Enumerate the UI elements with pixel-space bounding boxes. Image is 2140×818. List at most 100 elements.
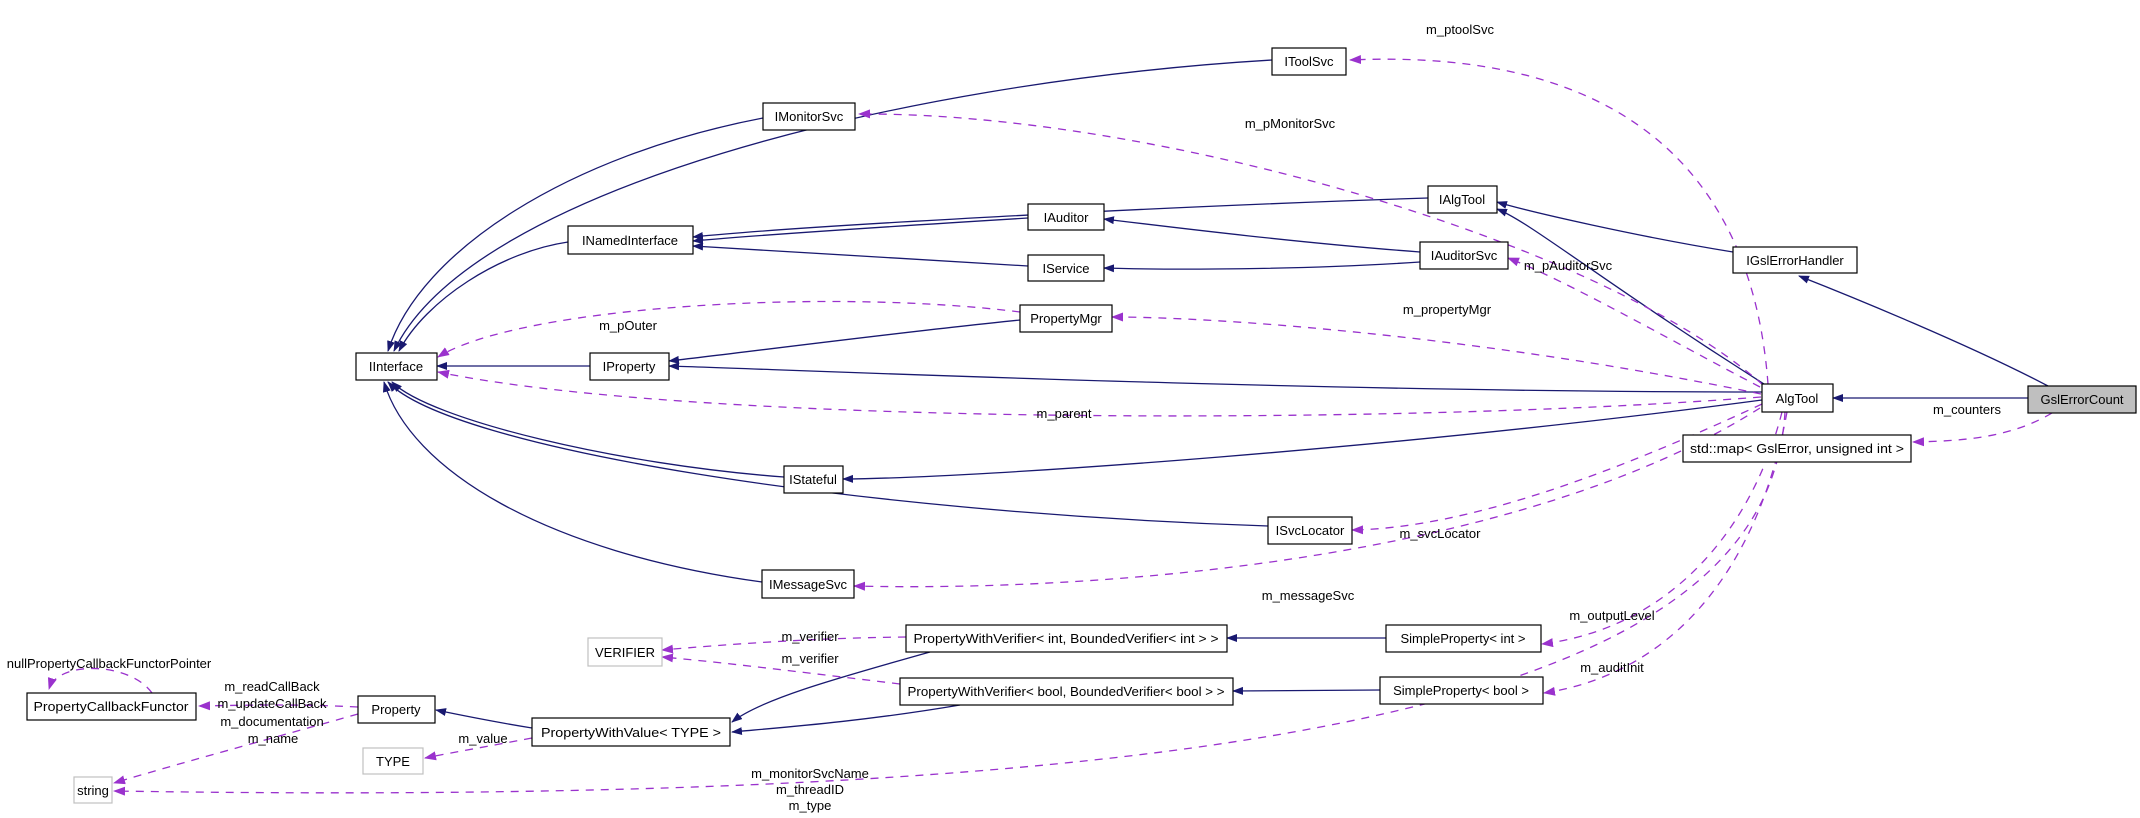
edge-label-m-updatecallback: m_updateCallBack xyxy=(217,696,327,711)
node-inamedinterface[interactable]: INamedInterface xyxy=(567,225,694,255)
edge-m-verifier-bool xyxy=(661,653,901,685)
edge-pwvtype-to-property xyxy=(435,708,533,729)
node-gslerrorcount[interactable]: GslErrorCount xyxy=(2027,385,2137,414)
edge-inamedinterface-to-iinterface xyxy=(398,241,569,352)
edge-label-m-propertymgr: m_propertyMgr xyxy=(1403,302,1492,317)
node-ialgtool[interactable]: IAlgTool xyxy=(1427,185,1498,214)
edge-m-pouter xyxy=(437,300,1021,358)
edge-algtool-to-iproperty xyxy=(668,362,1763,393)
svg-text:IProperty: IProperty xyxy=(603,359,656,374)
edge-m-verifier-int xyxy=(661,636,907,654)
edge-label-m-name: m_name xyxy=(248,731,299,746)
svg-text:PropertyWithVerifier< int, Bou: PropertyWithVerifier< int, BoundedVerifi… xyxy=(914,631,1219,646)
svg-text:INamedInterface: INamedInterface xyxy=(582,233,678,248)
edge-propertymgr-to-iproperty xyxy=(668,319,1021,364)
node-isvclocator[interactable]: ISvcLocator xyxy=(1267,516,1353,545)
node-simpleproperty-bool[interactable]: SimpleProperty< bool > xyxy=(1379,676,1544,705)
svg-text:GslErrorCount: GslErrorCount xyxy=(2040,392,2123,407)
node-algtool[interactable]: AlgTool xyxy=(1761,383,1834,413)
node-propertymgr[interactable]: PropertyMgr xyxy=(1019,304,1113,333)
edge-iauditorsvc-to-iauditor xyxy=(1103,216,1421,253)
node-iservice[interactable]: IService xyxy=(1027,254,1105,282)
node-propertycallbackfunctor[interactable]: PropertyCallbackFunctor xyxy=(26,692,197,721)
node-iauditor[interactable]: IAuditor xyxy=(1027,203,1105,231)
node-stdmap-gslerror[interactable]: std::map< GslError, unsigned int > xyxy=(1682,434,1912,463)
node-itoolsvc[interactable]: IToolSvc xyxy=(1271,47,1347,76)
edge-label-m-parent: m_parent xyxy=(1037,406,1092,421)
edge-ialgtool-to-inamedinterface xyxy=(692,197,1429,240)
svg-text:IToolSvc: IToolSvc xyxy=(1284,54,1334,69)
edge-label-m-monitorsvcname: m_monitorSvcName xyxy=(751,766,869,781)
edge-m-callbacks xyxy=(198,701,359,711)
edge-label-m-ptoolsvc: m_ptoolSvc xyxy=(1426,22,1494,37)
node-iproperty[interactable]: IProperty xyxy=(589,352,670,381)
edge-m-documentation-name xyxy=(113,713,359,785)
node-propertywithverifier-int[interactable]: PropertyWithVerifier< int, BoundedVerifi… xyxy=(905,624,1228,653)
edge-pwvbool-to-pwvtype xyxy=(731,704,961,736)
edge-label-m-value: m_value xyxy=(458,731,507,746)
edge-label-m-counters: m_counters xyxy=(1933,402,2001,417)
node-verifier[interactable]: VERIFIER xyxy=(587,637,663,667)
edge-isvclocator-to-iinterface xyxy=(387,381,1269,527)
edge-pwvint-to-pwvtype xyxy=(731,651,931,723)
edge-label-m-type: m_type xyxy=(789,798,832,813)
edge-m-svclocator xyxy=(1351,403,1763,535)
node-propertywithverifier-bool[interactable]: PropertyWithVerifier< bool, BoundedVerif… xyxy=(899,677,1234,706)
svg-text:PropertyMgr: PropertyMgr xyxy=(1030,311,1102,326)
usage-edges xyxy=(47,55,2053,796)
node-propertywithvalue-type[interactable]: PropertyWithValue< TYPE > xyxy=(531,717,731,747)
edge-label-m-auditinit: m_auditInit xyxy=(1580,660,1644,675)
node-igslerrorhandler[interactable]: IGslErrorHandler xyxy=(1732,246,1858,274)
edge-label-m-readcallback: m_readCallBack xyxy=(224,679,320,694)
edge-iauditor-to-inamedinterface xyxy=(692,217,1029,245)
edge-iauditorsvc-to-iservice xyxy=(1103,261,1421,273)
svg-text:IStateful: IStateful xyxy=(789,472,837,487)
svg-text:SimpleProperty< int >: SimpleProperty< int > xyxy=(1400,631,1525,646)
node-simpleproperty-int[interactable]: SimpleProperty< int > xyxy=(1385,624,1542,653)
edge-m-propertymgr xyxy=(1111,312,1762,395)
edge-algtool-to-ialgtool xyxy=(1496,208,1765,385)
node-imessagesvc[interactable]: IMessageSvc xyxy=(761,569,855,599)
node-string[interactable]: string xyxy=(73,776,113,804)
edge-m-counters xyxy=(1912,412,2053,447)
edge-label-null-functor-pointer: nullPropertyCallbackFunctorPointer xyxy=(7,656,212,671)
edge-itoolsvc-to-iinterface xyxy=(393,59,1273,352)
edge-null-functor-self-loop xyxy=(47,667,153,694)
svg-text:IMonitorSvc: IMonitorSvc xyxy=(775,109,844,124)
svg-text:TYPE: TYPE xyxy=(376,754,410,769)
edge-label-m-svclocator: m_svcLocator xyxy=(1400,526,1482,541)
svg-text:IAuditorSvc: IAuditorSvc xyxy=(1431,248,1498,263)
edge-label-m-pmonitorsvc: m_pMonitorSvc xyxy=(1245,116,1336,131)
svg-text:PropertyWithVerifier< bool, Bo: PropertyWithVerifier< bool, BoundedVerif… xyxy=(908,684,1225,699)
class-nodes: IToolSvc IMonitorSvc IAlgTool IAuditor I… xyxy=(26,47,2137,804)
edge-label-m-pauditorsvc: m_pAuditorSvc xyxy=(1524,258,1613,273)
node-type[interactable]: TYPE xyxy=(362,747,424,775)
edge-igslerrorhandler-to-ialgtool xyxy=(1496,201,1734,253)
node-iauditorsvc[interactable]: IAuditorSvc xyxy=(1419,241,1509,270)
node-iinterface[interactable]: IInterface xyxy=(355,352,438,381)
svg-text:ISvcLocator: ISvcLocator xyxy=(1276,523,1345,538)
edge-imonitorsvc-to-iinterface xyxy=(387,117,764,352)
edge-imessagesvc-to-iinterface xyxy=(383,381,763,583)
svg-text:std::map< GslError, unsigned i: std::map< GslError, unsigned int > xyxy=(1690,441,1904,456)
edge-m-string-members xyxy=(113,411,1786,796)
edge-labels: m_ptoolSvc m_pMonitorSvc m_pAuditorSvc m… xyxy=(7,22,2002,813)
svg-text:PropertyWithValue< TYPE >: PropertyWithValue< TYPE > xyxy=(541,725,721,740)
edge-label-m-documentation: m_documentation xyxy=(220,714,323,729)
edge-label-m-verifier-int: m_verifier xyxy=(781,629,839,644)
svg-text:VERIFIER: VERIFIER xyxy=(595,645,655,660)
edge-label-m-messagesvc: m_messageSvc xyxy=(1262,588,1355,603)
edge-label-m-outputlevel: m_outputLevel xyxy=(1569,608,1654,623)
svg-text:SimpleProperty< bool >: SimpleProperty< bool > xyxy=(1393,683,1529,698)
node-imonitorsvc[interactable]: IMonitorSvc xyxy=(762,102,856,131)
svg-text:IMessageSvc: IMessageSvc xyxy=(769,577,848,592)
edge-m-pauditorsvc xyxy=(1507,257,1761,388)
node-property[interactable]: Property xyxy=(357,695,436,724)
node-istateful[interactable]: IStateful xyxy=(783,465,844,494)
svg-text:string: string xyxy=(77,783,109,798)
edge-m-pmonitorsvc xyxy=(858,109,1764,386)
svg-text:IAlgTool: IAlgTool xyxy=(1439,192,1485,207)
edge-algtool-to-istateful xyxy=(842,399,1763,483)
